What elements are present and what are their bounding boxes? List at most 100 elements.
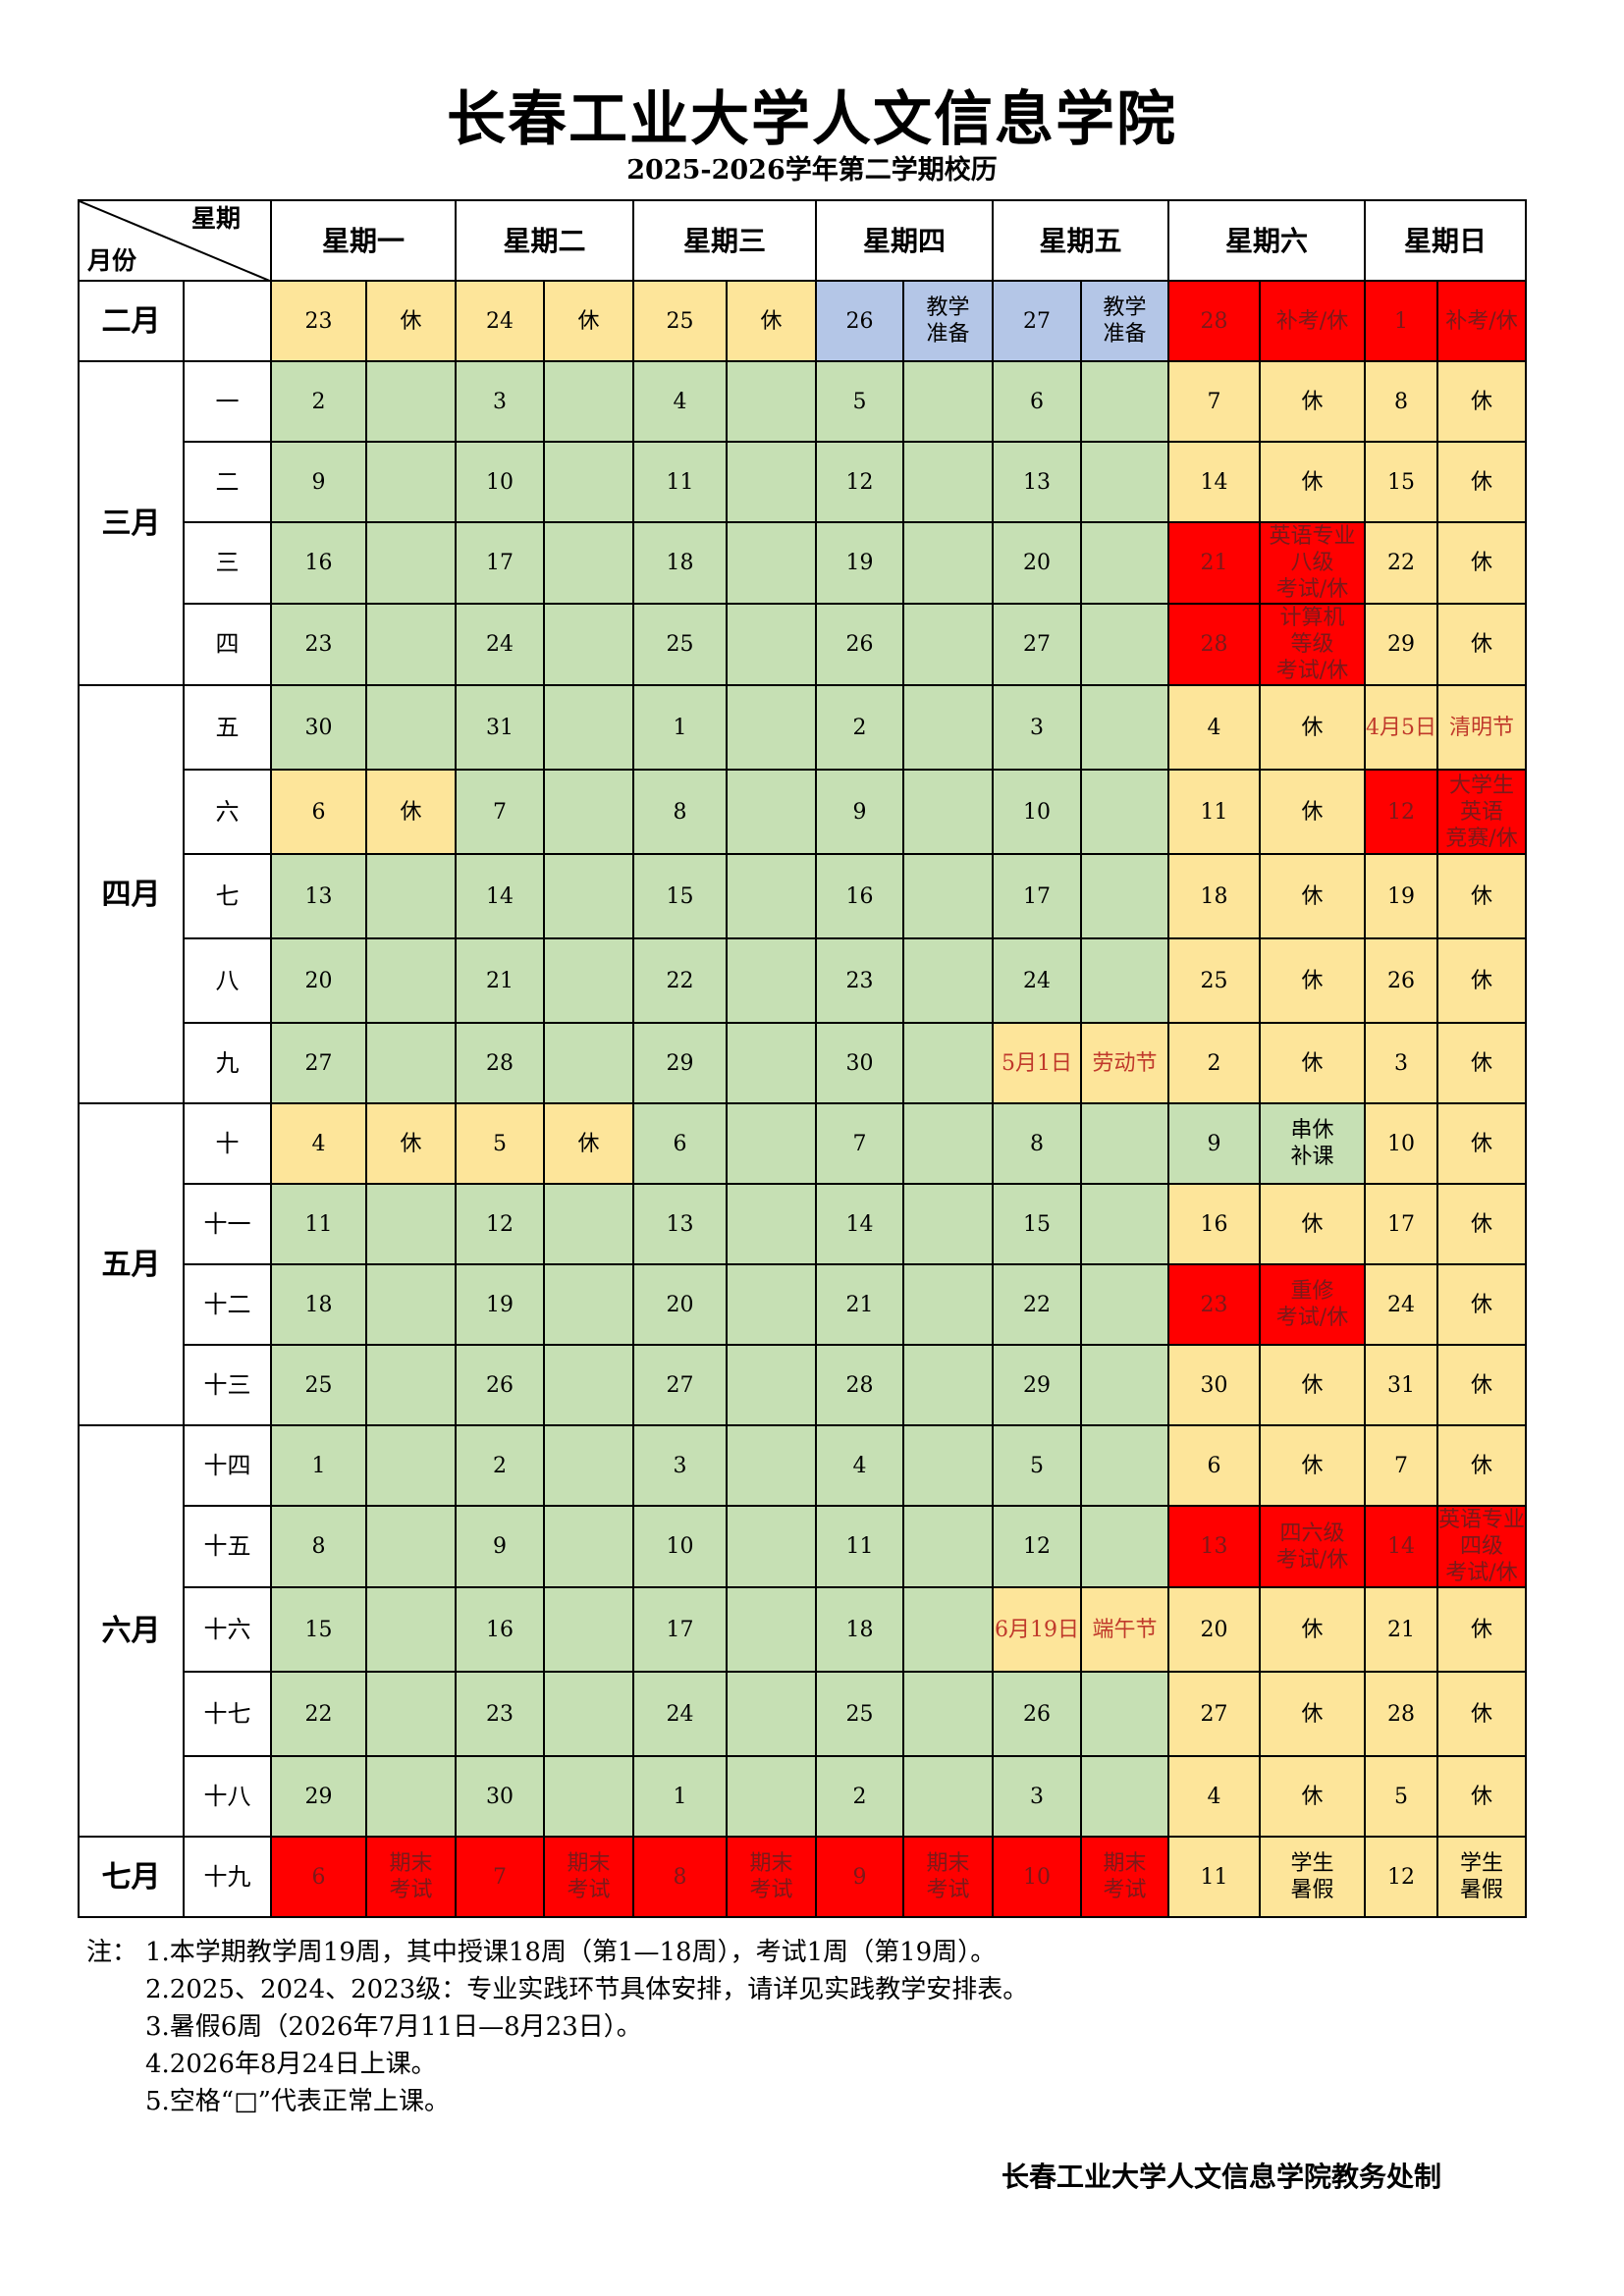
date-cell: 2 — [1167, 1022, 1261, 1104]
date-cell: 16 — [455, 1586, 545, 1673]
note-cell: 休 — [1435, 1755, 1528, 1838]
note-cell: 休 — [1435, 1671, 1528, 1757]
date-cell: 14 — [1167, 441, 1261, 523]
date-cell: 23 — [815, 937, 904, 1024]
note-cell — [543, 1755, 634, 1838]
note-cell — [726, 1755, 817, 1838]
note-cell — [726, 937, 817, 1024]
weekday-header: 星期日 — [1363, 199, 1528, 282]
weekday-header: 星期五 — [992, 199, 1169, 282]
week-row: 十六 15 16 17 18 6月19日 端午节 20 休 21 休 — [79, 1586, 1528, 1673]
week-row: 十一 11 12 13 14 15 16 休 17 休 — [79, 1183, 1528, 1265]
note-cell — [1080, 1102, 1169, 1185]
note-cell — [902, 684, 994, 771]
date-cell: 15 — [1364, 441, 1438, 523]
date-cell: 9 — [815, 769, 904, 855]
note-cell — [726, 360, 817, 443]
note-cell — [726, 1263, 817, 1346]
month-label: 七月 — [78, 1836, 185, 1918]
date-cell: 28 — [455, 1022, 545, 1104]
note-item: 4.2026年8月24日上课。 — [145, 2050, 437, 2079]
date-cell: 7 — [1364, 1424, 1438, 1507]
date-cell: 23 — [1167, 1263, 1261, 1346]
date-cell: 24 — [455, 280, 545, 362]
note-cell — [902, 769, 994, 855]
date-cell: 8 — [632, 1836, 728, 1918]
date-cell: 10 — [992, 769, 1082, 855]
date-cell: 24 — [992, 937, 1082, 1024]
page-subtitle: 2025-2026学年第二学期校历 — [626, 155, 998, 186]
date-cell: 20 — [1167, 1586, 1261, 1673]
note-cell — [726, 1505, 817, 1588]
note-cell: 休 — [365, 280, 457, 362]
note-cell: 休 — [1435, 521, 1528, 605]
note-cell — [726, 1183, 817, 1265]
week-number: 十七 — [183, 1671, 272, 1757]
date-cell: 25 — [1167, 937, 1261, 1024]
date-cell: 12 — [455, 1183, 545, 1265]
date-cell: 13 — [270, 853, 367, 939]
note-cell — [365, 1022, 457, 1104]
month-label: 四月 — [78, 684, 185, 1104]
note-cell: 学生 暑假 — [1259, 1836, 1366, 1918]
footer-issuer: 长春工业大学人文信息学院教务处制 — [1001, 2161, 1441, 2193]
date-cell: 4 — [815, 1424, 904, 1507]
note-cell — [1080, 769, 1169, 855]
note-cell — [902, 1344, 994, 1426]
note-cell: 休 — [1259, 360, 1366, 443]
note-cell: 清明节 — [1435, 684, 1528, 771]
date-cell: 14 — [455, 853, 545, 939]
date-cell: 2 — [455, 1424, 545, 1507]
page-title: 长春工业大学人文信息学院 — [447, 85, 1177, 154]
date-cell: 24 — [455, 603, 545, 686]
date-cell: 5月1日 — [992, 1022, 1082, 1104]
week-row: 十二 18 19 20 21 22 23 重修 考试/休 24 休 — [79, 1263, 1528, 1346]
date-cell: 1 — [270, 1424, 367, 1507]
month-label: 二月 — [78, 280, 185, 362]
date-cell: 8 — [632, 769, 728, 855]
week-number: 十九 — [183, 1836, 272, 1918]
date-cell: 5 — [1364, 1755, 1438, 1838]
note-cell — [726, 1586, 817, 1673]
date-cell: 17 — [455, 521, 545, 605]
note-cell: 休 — [1259, 937, 1366, 1024]
date-cell: 28 — [1167, 280, 1261, 362]
week-row: 十三 25 26 27 28 29 30 休 31 休 — [79, 1344, 1528, 1426]
note-item: 2.2025、2024、2023级：专业实践环节具体安排，请详见实践教学安排表。 — [145, 1975, 1029, 2004]
date-cell: 4 — [1167, 684, 1261, 771]
date-cell: 9 — [455, 1505, 545, 1588]
date-cell: 7 — [455, 1836, 545, 1918]
week-number: 二 — [183, 441, 272, 523]
note-cell: 英语专业 八级 考试/休 — [1259, 521, 1366, 605]
date-cell: 18 — [632, 521, 728, 605]
week-number: 一 — [183, 360, 272, 443]
note-cell: 期末 考试 — [543, 1836, 634, 1918]
note-cell: 英语专业 四级 考试/休 — [1435, 1505, 1528, 1588]
date-cell: 29 — [270, 1755, 367, 1838]
date-cell: 7 — [455, 769, 545, 855]
date-cell: 4 — [632, 360, 728, 443]
weekday-header: 星期四 — [815, 199, 994, 282]
date-cell: 2 — [815, 684, 904, 771]
note-cell: 期末 考试 — [365, 1836, 457, 1918]
date-cell: 27 — [992, 280, 1082, 362]
corner-label-month: 月份 — [87, 246, 137, 275]
note-cell — [543, 769, 634, 855]
note-cell — [543, 1344, 634, 1426]
note-cell — [902, 1671, 994, 1757]
date-cell: 16 — [1167, 1183, 1261, 1265]
date-cell: 6 — [270, 769, 367, 855]
note-cell: 休 — [1435, 937, 1528, 1024]
week-number: 九 — [183, 1022, 272, 1104]
note-cell — [1080, 441, 1169, 523]
date-cell: 3 — [992, 684, 1082, 771]
note-cell: 串休 补课 — [1259, 1102, 1366, 1185]
note-cell: 休 — [1435, 441, 1528, 523]
date-cell: 3 — [992, 1755, 1082, 1838]
date-cell: 2 — [815, 1755, 904, 1838]
week-row: 十八 29 30 1 2 3 4 休 5 休 — [79, 1755, 1528, 1838]
note-cell: 休 — [543, 1102, 634, 1185]
date-cell: 14 — [1364, 1505, 1438, 1588]
date-cell: 9 — [270, 441, 367, 523]
note-cell — [1080, 1755, 1169, 1838]
